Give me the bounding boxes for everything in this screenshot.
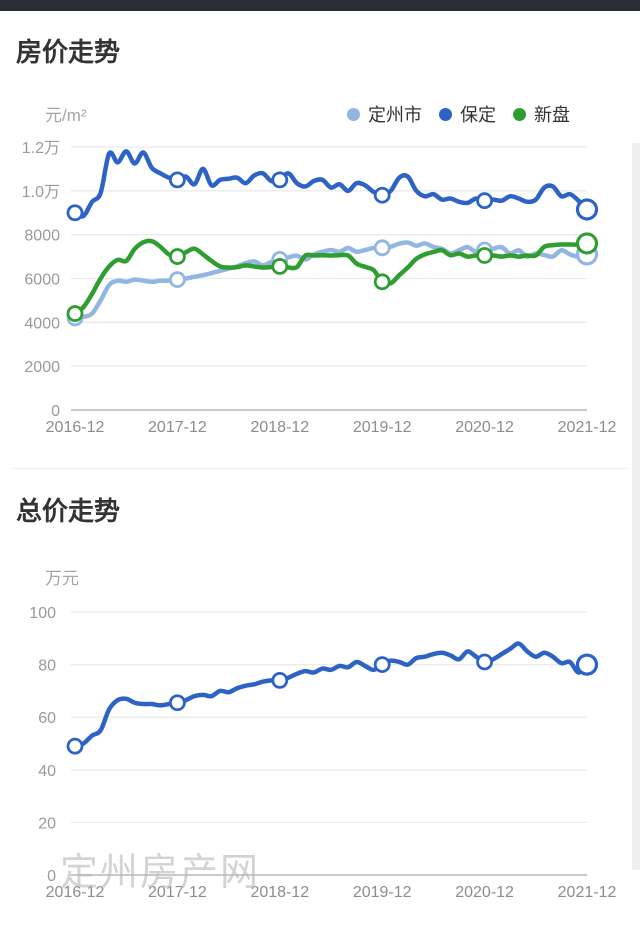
data-point-marker[interactable] [373,273,391,291]
data-point-marker[interactable] [476,247,494,264]
data-point-marker[interactable] [168,271,186,288]
series-line-main [72,641,590,749]
x-tick-label: 2016-12 [46,419,105,436]
y-tick-label: 8000 [24,228,60,245]
price-trend-title: 房价走势 [16,37,121,67]
legend-item-定州市[interactable]: 定州市 [347,101,422,127]
x-tick-label: 2021-12 [558,884,617,901]
data-point-marker[interactable] [575,198,599,221]
x-tick-label: 2020-12 [455,419,514,436]
data-point-marker[interactable] [476,653,494,671]
data-point-marker[interactable] [271,671,289,689]
total-price-trend-chart[interactable]: 0 20 40 60 80 100 2016-12 2017-12 2018-12 2019-12… [0,585,640,920]
watermark: 定州房产网 [60,850,261,894]
data-point-marker[interactable] [168,248,186,265]
legend-label: 定州市 [368,105,422,125]
legend-dot [347,107,360,121]
y-tick-label: 6000 [24,272,60,289]
data-point-marker[interactable] [373,656,391,673]
legend-dot [513,107,526,121]
section-divider [13,468,627,469]
series-line-新盘 [72,238,590,316]
data-point-marker[interactable] [373,239,391,257]
x-tick-label: 2017-12 [148,884,207,901]
legend-item-新盘[interactable]: 新盘 [513,101,570,127]
x-tick-label: 2016-12 [46,884,105,901]
price-trend-chart[interactable]: 0 2000 4000 6000 8000 1.0万 1.2万 2016-12 2017-12 2… [0,130,640,450]
data-point-marker[interactable] [575,653,599,676]
y-tick-label: 60 [38,710,56,727]
legend-item-保定[interactable]: 保定 [439,101,496,127]
legend-dot [439,107,452,121]
x-tick-label: 2019-12 [353,419,412,436]
total-price-trend-unit-label: 万元 [45,569,79,588]
x-tick-label: 2017-12 [148,419,207,436]
x-tick-label: 2018-12 [250,419,309,436]
legend-label: 保定 [460,105,496,125]
total-price-trend-title: 总价走势 [16,496,121,526]
y-tick-label: 1.0万 [22,184,60,201]
legend: 定州市 保定 新盘 [347,101,570,127]
y-tick-label: 4000 [24,315,60,332]
price-trend-unit-label: 元/m² [45,106,87,125]
data-point-marker[interactable] [168,171,186,189]
data-point-marker[interactable] [66,305,84,322]
x-tick-label: 2018-12 [250,884,309,901]
data-point-marker[interactable] [66,204,84,222]
series-line-定州市 [72,240,590,321]
y-tick-label: 100 [29,605,56,622]
y-tick-label: 0 [51,403,60,420]
series-line-保定 [72,149,590,219]
x-tick-label: 2019-12 [353,884,412,901]
data-point-marker[interactable] [168,694,186,712]
data-point-marker[interactable] [66,737,84,755]
y-tick-label: 2000 [24,359,60,376]
data-point-marker[interactable] [373,186,391,204]
y-tick-label: 80 [38,658,56,675]
data-point-marker[interactable] [271,258,289,275]
data-point-marker[interactable] [575,232,599,255]
right-edge-strip [632,143,640,870]
x-tick-label: 2021-12 [558,419,617,436]
y-tick-label: 1.2万 [22,140,60,157]
y-tick-label: 20 [38,815,56,832]
y-tick-label: 40 [38,763,56,780]
data-point-marker[interactable] [271,171,289,189]
x-tick-label: 2020-12 [455,884,514,901]
data-point-marker[interactable] [476,192,494,210]
legend-label: 新盘 [534,105,570,125]
y-tick-label: 0 [47,868,56,885]
top-bar [0,0,640,11]
